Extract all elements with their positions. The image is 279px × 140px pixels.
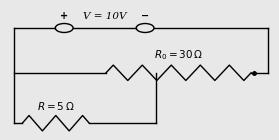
Text: V = 10V: V = 10V (83, 12, 126, 21)
Text: −: − (141, 11, 149, 21)
Text: $R_0 = 30\,\Omega$: $R_0 = 30\,\Omega$ (154, 48, 203, 62)
Text: $R = 5\,\Omega$: $R = 5\,\Omega$ (37, 100, 75, 112)
Text: +: + (60, 11, 68, 21)
